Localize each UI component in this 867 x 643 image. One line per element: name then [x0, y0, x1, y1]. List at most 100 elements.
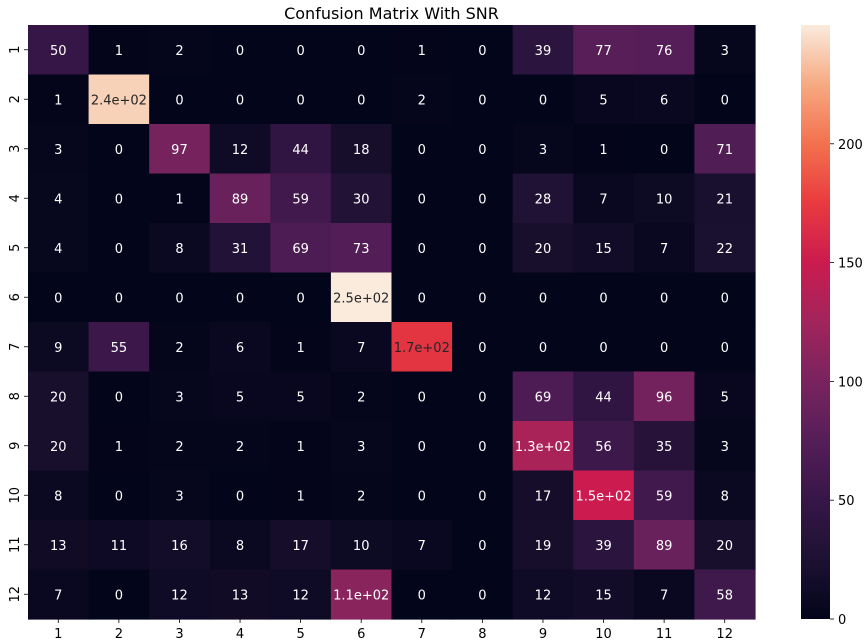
cell-label: 6: [660, 93, 668, 108]
x-tick-label: 5: [296, 627, 304, 642]
heatmap-cell: [28, 322, 90, 373]
cell-label: 0: [296, 291, 304, 306]
heatmap-cell: [209, 124, 271, 175]
cell-label: 0: [175, 93, 183, 108]
cell-label: 21: [716, 192, 733, 207]
heatmap-cell: [270, 421, 332, 472]
heatmap-cell: [452, 371, 514, 422]
heatmap-cell: [391, 569, 453, 620]
cell-label: 17: [292, 539, 309, 554]
cell-label: 10: [656, 192, 673, 207]
colorbar-tick-label: 100: [838, 375, 863, 390]
cell-label: 6: [236, 341, 244, 356]
heatmap-cell: [633, 25, 696, 76]
x-tick-label: 12: [716, 627, 733, 642]
heatmap-cell: [633, 569, 696, 620]
heatmap-cell: [149, 322, 211, 373]
heatmap-cell: [573, 322, 635, 373]
cell-label: 1: [115, 440, 123, 455]
y-tick-label: 6: [8, 293, 23, 301]
heatmap-cell: [330, 569, 393, 620]
heatmap-cell: [270, 322, 332, 373]
heatmap-cell: [88, 421, 150, 472]
cell-label: 89: [656, 539, 673, 554]
colorbar-tick-label: 150: [838, 257, 863, 272]
heatmap-cell: [573, 124, 635, 175]
heatmap-cell: [330, 520, 393, 571]
heatmap-cell: [694, 322, 756, 373]
heatmap-cell: [694, 74, 756, 125]
heatmap-cell: [149, 25, 211, 76]
cell-label: 1: [54, 93, 62, 108]
cell-label: 0: [115, 143, 123, 158]
heatmap-cell: [633, 124, 696, 175]
heatmap-cell: [452, 272, 514, 323]
cell-label: 59: [656, 489, 673, 504]
cell-label: 1.7e+02: [394, 341, 450, 356]
cell-label: 2.4e+02: [91, 93, 147, 108]
heatmap-cell: [209, 520, 271, 571]
colorbar: 0 50 100 150 200: [801, 25, 863, 628]
cell-label: 8: [54, 489, 62, 504]
cell-label: 1: [115, 44, 123, 59]
heatmap-cell: [209, 371, 271, 422]
heatmap-cell: [694, 223, 756, 274]
heatmap-cell: [573, 173, 635, 224]
heatmap-cell: [28, 223, 90, 274]
cell-label: 0: [115, 192, 123, 207]
heatmap-cell: [149, 173, 211, 224]
heatmap-cell: [633, 470, 696, 521]
heatmap-cell: [391, 25, 453, 76]
cell-label: 12: [292, 588, 309, 603]
cell-label: 0: [478, 539, 486, 554]
cell-label: 0: [418, 143, 426, 158]
heatmap-cell: [573, 25, 635, 76]
cell-label: 1.3e+02: [515, 440, 571, 455]
cell-label: 0: [660, 143, 668, 158]
cell-label: 12: [232, 143, 249, 158]
cell-label: 35: [656, 440, 673, 455]
cell-label: 7: [418, 539, 426, 554]
cell-label: 0: [478, 44, 486, 59]
colorbar-tick-label: 200: [838, 138, 863, 153]
cell-label: 97: [171, 143, 188, 158]
cell-label: 0: [539, 93, 547, 108]
heatmap-cell: [28, 74, 90, 125]
heatmap-cell: [330, 470, 393, 521]
heatmap-cell: [209, 173, 271, 224]
cell-label: 7: [357, 341, 365, 356]
heatmap-cell: [452, 74, 514, 125]
heatmap-cell: [391, 223, 453, 274]
cell-label: 1: [296, 440, 304, 455]
cell-label: 9: [54, 341, 62, 356]
cell-label: 2: [357, 390, 365, 405]
heatmap-cell: [633, 322, 696, 373]
heatmap-cell: [391, 470, 453, 521]
heatmap-cell: [149, 421, 211, 472]
cell-label: 12: [171, 588, 188, 603]
cell-label: 4: [54, 192, 62, 207]
heatmap-cell: [452, 569, 514, 620]
heatmap-cell: [512, 421, 574, 472]
heatmap-cell: [270, 520, 332, 571]
heatmap-cell: [88, 569, 150, 620]
cell-label: 28: [535, 192, 552, 207]
cell-label: 8: [236, 539, 244, 554]
heatmap-cell: [573, 371, 635, 422]
heatmap-cell: [270, 470, 332, 521]
heatmap-cell: [270, 74, 332, 125]
cell-label: 7: [54, 588, 62, 603]
cell-label: 44: [595, 390, 612, 405]
heatmap-cell: [209, 223, 271, 274]
heatmap-cell: [270, 272, 332, 323]
heatmap-cell: [694, 25, 756, 76]
heatmap-cell: [512, 25, 574, 76]
y-tick-label: 12: [8, 586, 23, 603]
cell-label: 1.1e+02: [333, 588, 389, 603]
heatmap-cell: [633, 371, 696, 422]
heatmap-cell: [149, 272, 211, 323]
cell-label: 2: [357, 489, 365, 504]
cell-label: 20: [535, 242, 552, 257]
heatmap-cell: [330, 272, 393, 323]
heatmap-cell: [391, 421, 453, 472]
